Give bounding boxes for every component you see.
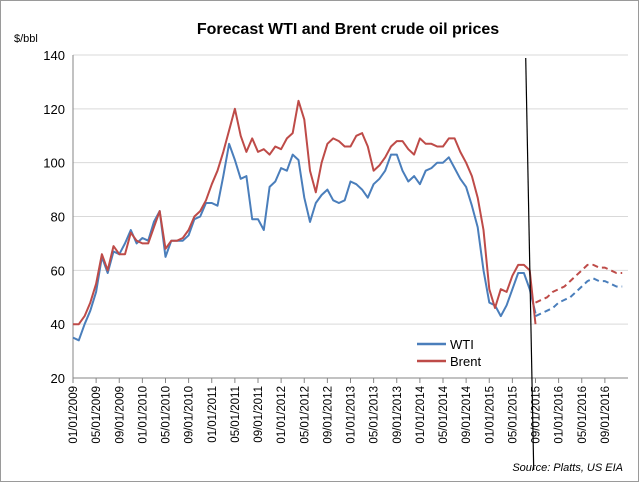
x-tick-label: 01/01/2011: [207, 386, 219, 443]
x-tick-label: 01/01/2013: [346, 386, 358, 444]
legend: WTI Brent: [417, 337, 481, 369]
y-tick-label: 100: [43, 156, 65, 171]
x-tick-label: 05/01/2012: [299, 386, 311, 444]
forecast-divider: [525, 57, 535, 471]
x-tick-label: 05/01/2015: [507, 386, 519, 444]
series-lines: [72, 57, 623, 471]
x-tick-label: 01/01/2010: [137, 386, 149, 444]
legend-label: WTI: [450, 337, 474, 352]
source-note: Source: Platts, US EIA: [512, 462, 623, 474]
x-tick-label: 05/01/2013: [369, 386, 381, 444]
x-tick-label: 01/01/2016: [554, 386, 566, 444]
x-tick-label: 05/01/2016: [577, 386, 589, 444]
x-tick-label: 05/01/2014: [438, 385, 450, 443]
x-tick-label: 09/01/2010: [184, 386, 196, 444]
x-tick-label: 09/01/2011: [253, 386, 265, 443]
x-tick-label: 05/01/2011: [230, 386, 242, 443]
x-tick-label: 09/01/2013: [392, 386, 404, 444]
x-tick-label: 09/01/2016: [600, 386, 612, 444]
y-axis-ticks: 20 40 60 80 100 120 140: [43, 48, 65, 386]
legend-label: Brent: [450, 354, 481, 369]
x-tick-label: 01/01/2009: [68, 386, 80, 444]
x-tick-label: 09/01/2014: [461, 385, 473, 443]
forecast-line-wti: [535, 277, 623, 318]
x-tick-label: 05/01/2010: [161, 386, 173, 444]
y-tick-label: 20: [51, 371, 65, 386]
y-tick-label: 140: [43, 48, 65, 63]
x-tick-label: 01/01/2012: [276, 386, 288, 444]
series-line-brent: [73, 99, 537, 326]
series-line-wti: [72, 142, 537, 342]
x-tick-label: 01/01/2015: [484, 386, 496, 444]
chart-title: Forecast WTI and Brent crude oil prices: [197, 21, 499, 38]
forecast-line-brent: [535, 263, 623, 304]
y-tick-label: 120: [43, 102, 65, 117]
x-tick-label: 01/01/2014: [415, 385, 427, 443]
y-tick-label: 60: [51, 263, 65, 278]
y-tick-label: 80: [51, 210, 65, 225]
x-tick-label: 09/01/2012: [322, 386, 334, 444]
x-tick-label: 09/01/2009: [114, 386, 126, 444]
y-axis-unit-label: $/bbl: [14, 33, 38, 45]
x-tick-label: 05/01/2009: [91, 386, 103, 444]
y-tick-label: 40: [51, 317, 65, 332]
x-axis-ticks: 01/01/2009 05/01/2009 09/01/2009 01/01/2010…: [68, 378, 612, 444]
